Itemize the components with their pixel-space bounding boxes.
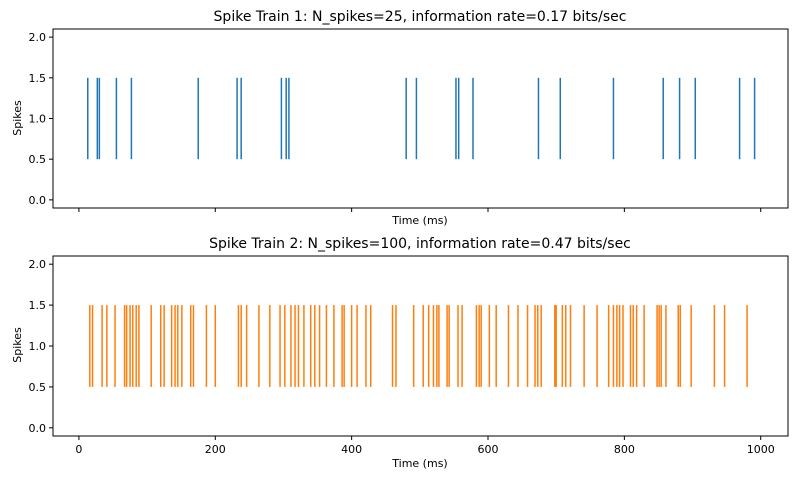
y-axis-label: Spikes (11, 327, 24, 363)
x-axis-label: Time (ms) (391, 457, 447, 470)
spike-series (89, 305, 748, 387)
y-tick-label: 1.0 (29, 340, 47, 353)
y-tick-label: 2.0 (29, 258, 47, 271)
y-tick-label: 1.0 (29, 113, 47, 126)
x-axis-label: Time (ms) (391, 214, 447, 227)
x-tick-label: 1000 (747, 443, 775, 456)
x-tick-label: 400 (341, 443, 362, 456)
spike-series (87, 77, 756, 160)
y-tick-label: 1.5 (29, 72, 47, 85)
chart-title: Spike Train 1: N_spikes=25, information … (214, 9, 627, 25)
y-tick-label: 1.5 (29, 299, 47, 312)
y-tick-label: 0.0 (29, 422, 47, 435)
y-tick-label: 2.0 (29, 31, 47, 44)
x-tick-label: 600 (478, 443, 499, 456)
x-tick-label: 200 (205, 443, 226, 456)
x-tick-label: 800 (614, 443, 635, 456)
y-tick-label: 0.5 (29, 153, 47, 166)
x-tick-label: 0 (75, 443, 82, 456)
chart-title: Spike Train 2: N_spikes=100, information… (209, 236, 631, 252)
spike-train-2-panel: Spike Train 2: N_spikes=100, information… (11, 236, 789, 470)
y-axis-label: Spikes (11, 100, 24, 136)
axes-frame (52, 28, 789, 209)
y-tick-label: 0.0 (29, 194, 47, 207)
y-tick-label: 0.5 (29, 381, 47, 394)
spike-train-1-panel: Spike Train 1: N_spikes=25, information … (11, 9, 789, 227)
